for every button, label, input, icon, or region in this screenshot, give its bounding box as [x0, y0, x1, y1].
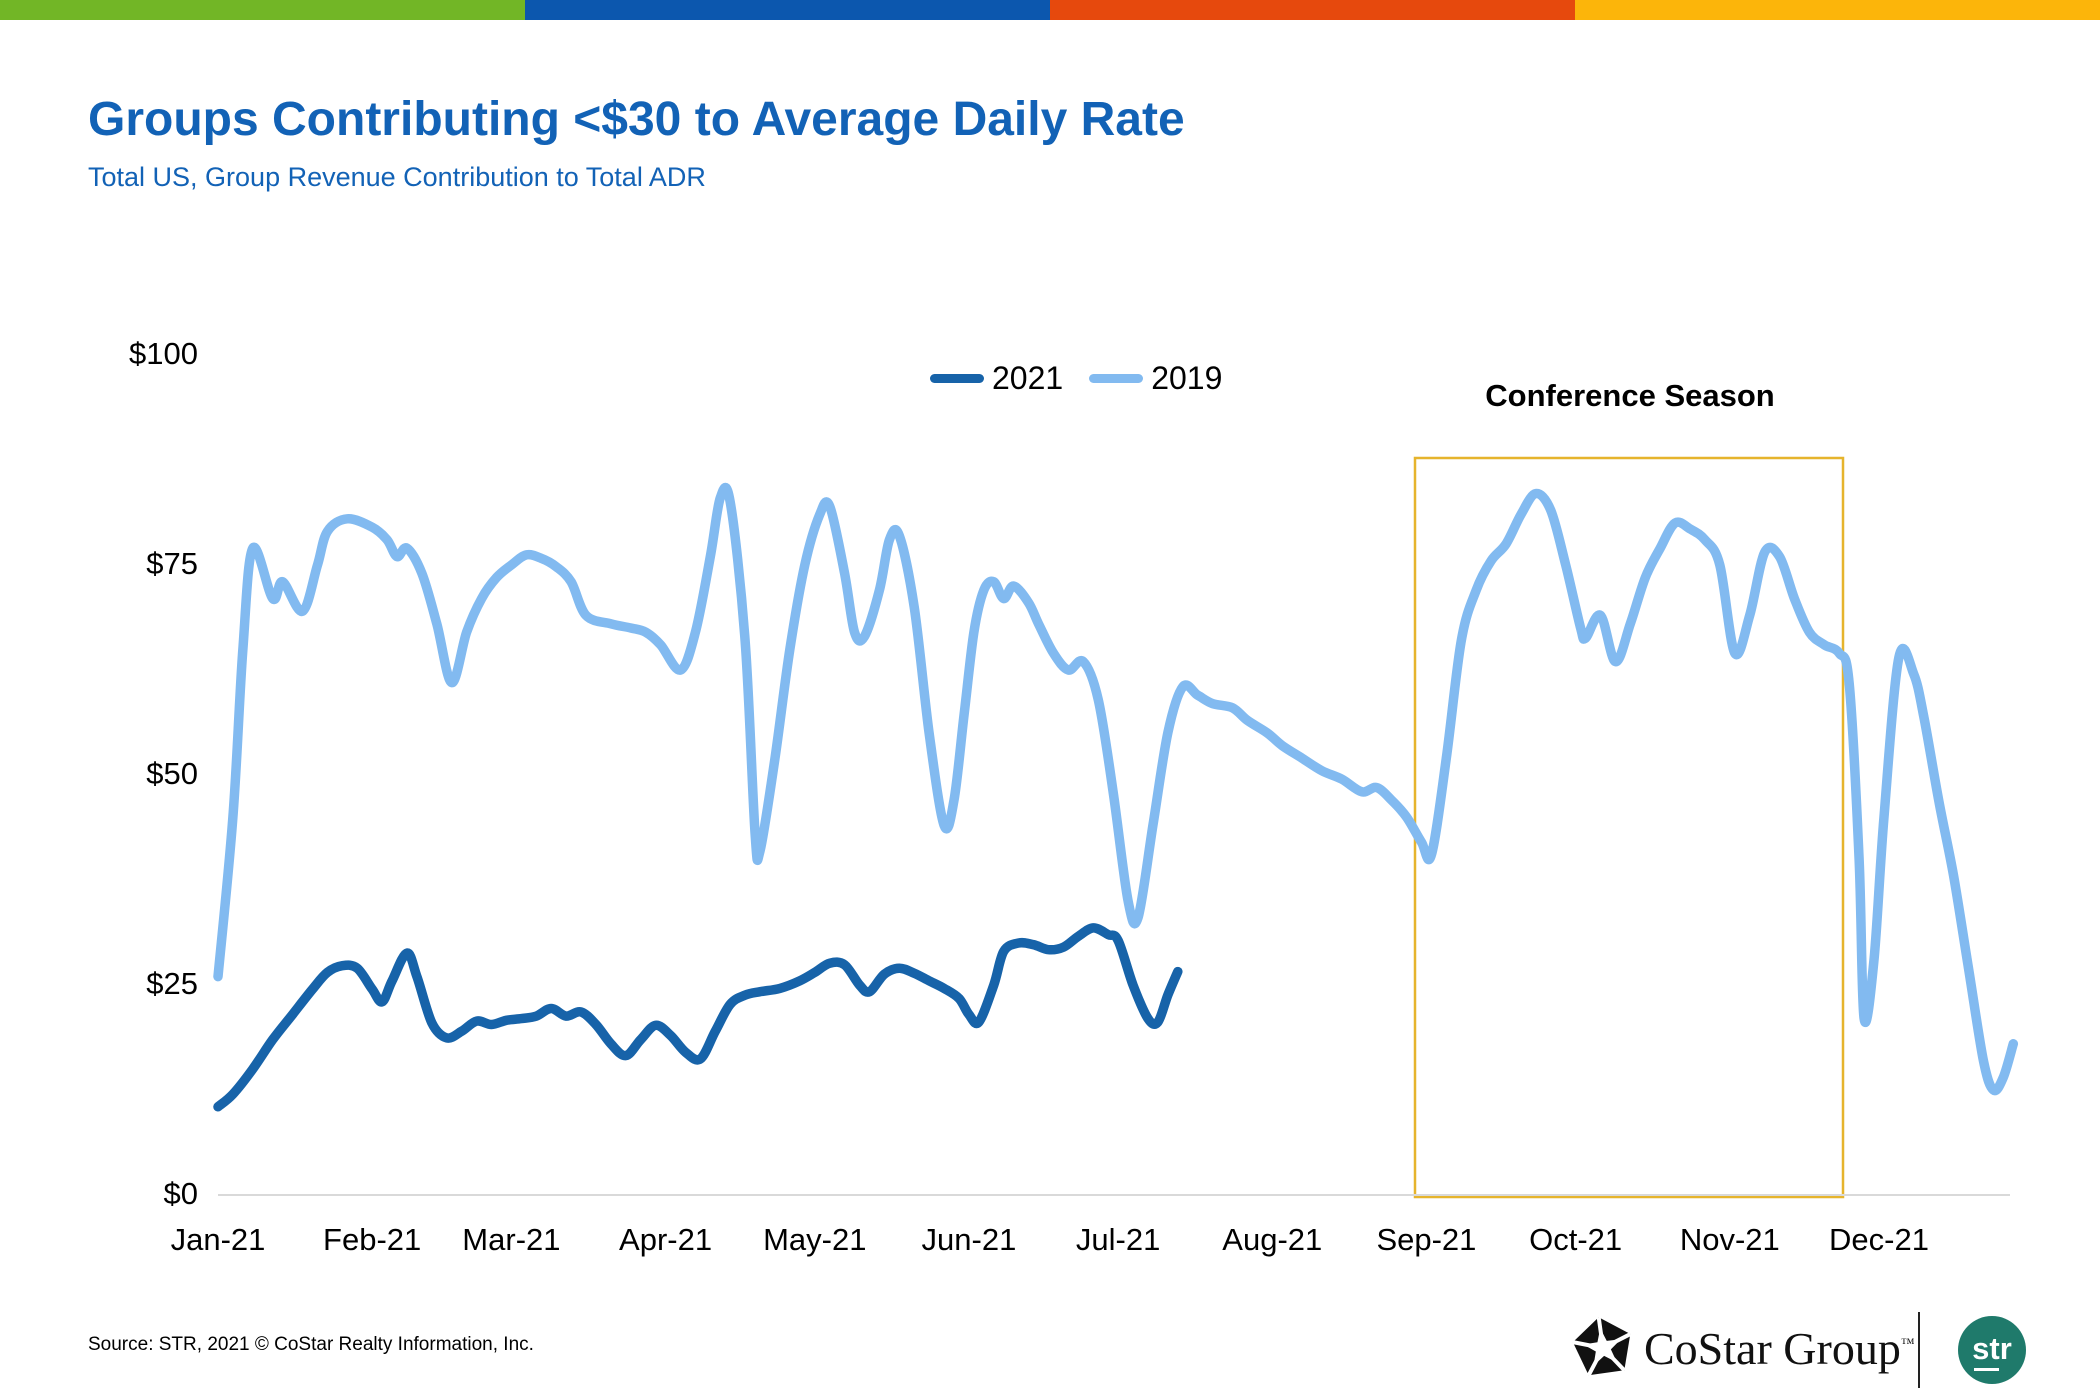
logo-divider [1918, 1312, 1920, 1388]
legend-item-2021: 2021 [930, 360, 1063, 397]
chart-legend: 2021 2019 [930, 360, 1222, 397]
conference-season-box [1413, 456, 1845, 1199]
footer-logos: CoStar Group™ str [1560, 1308, 2040, 1398]
costar-group-wordmark: CoStar Group™ [1644, 1323, 1915, 1374]
brand-color-bar [0, 0, 2100, 20]
y-tick-50: $50 [146, 756, 198, 791]
x-tick-May-21: May-21 [763, 1222, 867, 1257]
str-logo: str [1958, 1316, 2026, 1384]
x-tick-Mar-21: Mar-21 [462, 1222, 561, 1257]
legend-label-2019: 2019 [1151, 360, 1223, 396]
brand-bar-green [0, 0, 525, 20]
x-tick-Jun-21: Jun-21 [921, 1222, 1017, 1257]
str-logo-text: str [1972, 1330, 2012, 1366]
y-tick-100: $100 [129, 336, 198, 371]
x-tick-Jan-21: Jan-21 [170, 1222, 266, 1257]
y-tick-75: $75 [146, 546, 198, 581]
costar-group-logo-icon [1572, 1317, 1632, 1377]
y-tick-0: $0 [163, 1176, 198, 1211]
brand-bar-blue [525, 0, 1050, 20]
source-attribution: Source: STR, 2021 © CoStar Realty Inform… [88, 1334, 534, 1355]
brand-bar-yellow [1575, 0, 2100, 20]
series-line-2019 [213, 482, 2019, 1096]
legend-swatch-2021 [930, 374, 984, 383]
str-logo-underline [1974, 1368, 1999, 1371]
legend-item-2019: 2019 [1089, 360, 1222, 397]
brand-bar-orange [1050, 0, 1575, 20]
page-subtitle: Total US, Group Revenue Contribution to … [88, 162, 706, 192]
legend-swatch-2019 [1089, 374, 1144, 383]
x-tick-Oct-21: Oct-21 [1529, 1222, 1623, 1257]
page-title: Groups Contributing <$30 to Average Dail… [88, 93, 1185, 146]
x-tick-Apr-21: Apr-21 [619, 1222, 713, 1257]
conference-season-annotation: Conference Season [1485, 378, 1775, 413]
x-tick-Aug-21: Aug-21 [1222, 1222, 1323, 1257]
x-tick-Nov-21: Nov-21 [1679, 1222, 1780, 1257]
legend-label-2021: 2021 [992, 360, 1064, 396]
x-tick-Jul-21: Jul-21 [1075, 1222, 1161, 1257]
x-tick-Sep-21: Sep-21 [1376, 1222, 1477, 1257]
x-tick-Dec-21: Dec-21 [1829, 1222, 1929, 1257]
x-tick-Feb-21: Feb-21 [323, 1222, 422, 1257]
y-tick-25: $25 [146, 966, 198, 1001]
trademark-symbol: ™ [1900, 1336, 1915, 1352]
series-line-2021 [213, 923, 1183, 1112]
